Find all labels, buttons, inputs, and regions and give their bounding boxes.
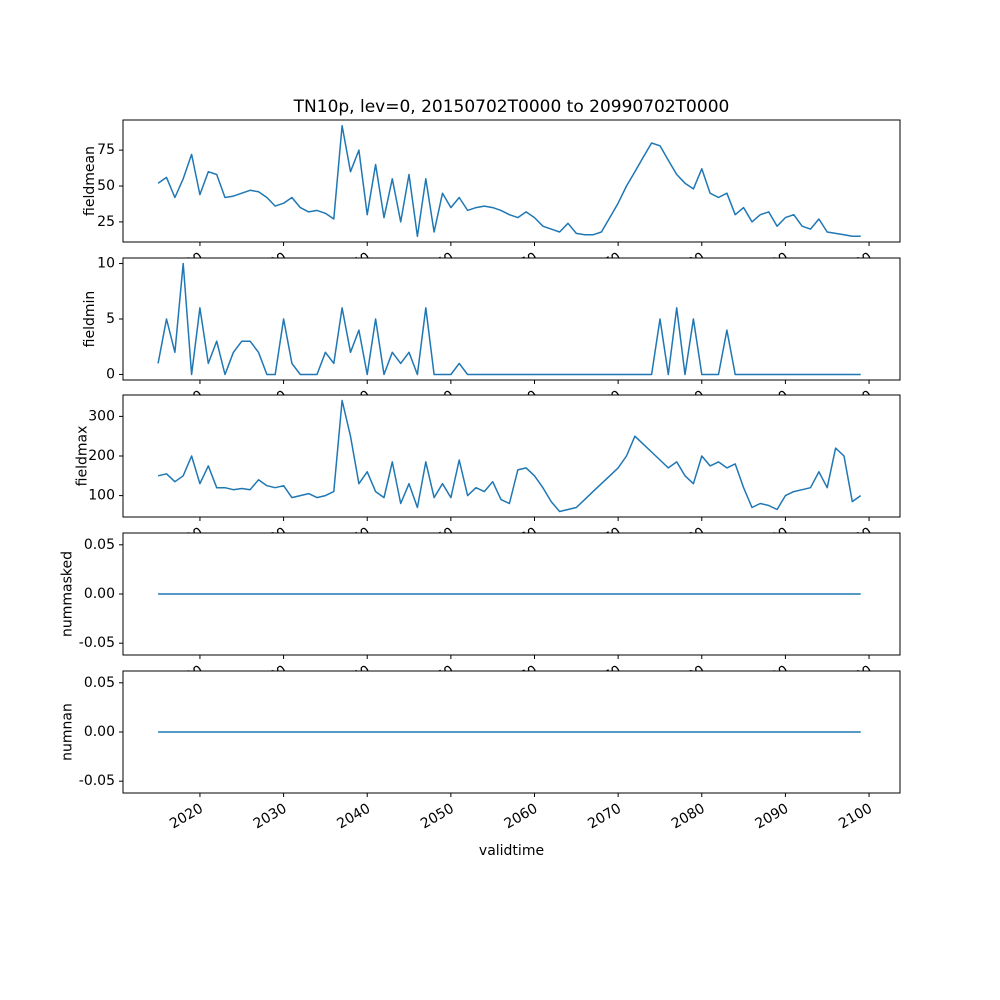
y-axis-label-fieldmin: fieldmin	[82, 291, 98, 348]
y-tick-label: 5	[106, 311, 115, 327]
y-tick-label: 200	[88, 448, 115, 464]
y-axis-label-numnan: numnan	[60, 703, 76, 761]
y-axis-label-fieldmean: fieldmean	[82, 146, 98, 216]
axes-fieldmean	[122, 119, 901, 243]
x-tick-label: 2060	[502, 801, 541, 833]
x-tick-label: 2050	[418, 801, 457, 833]
x-tick-label: 2020	[167, 801, 206, 833]
y-tick-label: 0.05	[84, 537, 115, 553]
plot-line-fieldmean	[157, 124, 861, 238]
plot-line-fieldmin	[157, 262, 861, 376]
x-tick-label: 2090	[753, 801, 792, 833]
y-tick-label: 300	[88, 408, 115, 424]
y-tick-label: 10	[97, 256, 115, 272]
y-axis-label-fieldmax: fieldmax	[75, 426, 91, 487]
y-tick-label: 50	[97, 178, 115, 194]
x-tick-label: 2080	[669, 801, 708, 833]
y-tick-label: -0.05	[79, 773, 115, 789]
y-axis-label-nummasked: nummasked	[60, 551, 76, 637]
x-tick-label: 2030	[251, 801, 290, 833]
figure-title: TN10p, lev=0, 20150702T0000 to 20990702T…	[293, 97, 730, 117]
x-tick-label: 2100	[836, 801, 875, 833]
y-tick-label: 100	[88, 488, 115, 504]
y-tick-label: 0.05	[84, 675, 115, 691]
x-tick-label: 2040	[334, 801, 373, 833]
x-axis-label: validtime	[478, 843, 545, 859]
plot-line-fieldmax	[157, 399, 862, 513]
y-tick-label: 25	[97, 214, 115, 230]
y-tick-label: 0	[106, 366, 115, 382]
x-tick-label: 2070	[585, 801, 624, 833]
y-tick-label: -0.05	[79, 635, 115, 651]
axes-fieldmin	[122, 257, 901, 381]
y-tick-label: 0.00	[84, 586, 115, 602]
y-tick-label: 75	[97, 142, 115, 158]
y-tick-label: 0.00	[84, 724, 115, 740]
